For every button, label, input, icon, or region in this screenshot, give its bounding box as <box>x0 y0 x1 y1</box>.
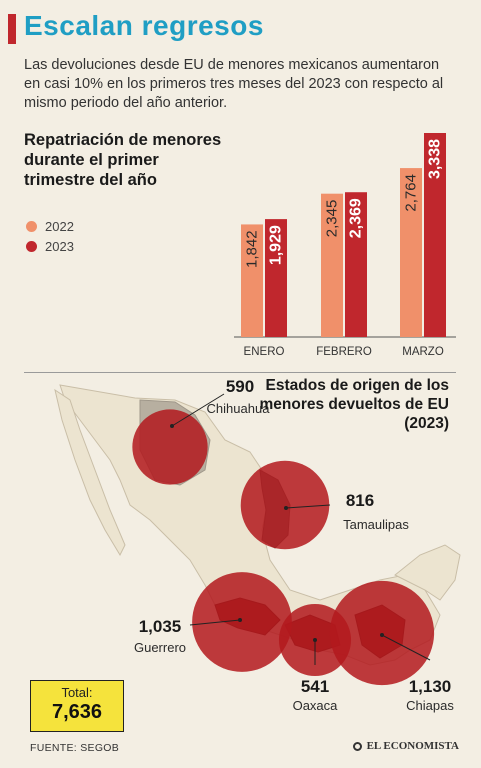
lead-paragraph: Las devoluciones desde EU de menores mex… <box>24 57 444 111</box>
value-label-chihuahua: 590 <box>226 377 254 396</box>
category-label-febrero: FEBRERO <box>316 346 372 358</box>
bar-chart: 1,842 1,929 ENERO 2,345 2,369 FEBRERO 2,764 3,3… <box>234 133 456 358</box>
total-value: 7,636 <box>51 701 103 723</box>
bar-label-2022-enero: 1,842 <box>244 230 261 268</box>
bar-2023-enero <box>265 219 287 337</box>
state-label-chihuahua: Chihuahua <box>207 401 271 416</box>
state-label-oaxaca: Oaxaca <box>293 698 339 713</box>
bar-label-2022-marzo: 2,764 <box>403 174 420 212</box>
legend-swatch-2023 <box>26 240 37 252</box>
title-accent-bar <box>8 14 16 44</box>
leader-dot-chihuahua <box>170 424 174 428</box>
bubble-layer: 590 Chihuahua 816 Tamaulipas 1,035 Guerrero 54… <box>132 377 454 713</box>
bar-label-2023-marzo: 3,338 <box>427 139 444 179</box>
brand-name: EL ECONOMISTA <box>366 740 459 752</box>
legend-item-2022: 2022 <box>26 216 74 236</box>
map-title: Estados de origen de los menores devuelt… <box>259 377 449 432</box>
leader-dot-guerrero <box>238 618 242 622</box>
legend-label-2023: 2023 <box>45 238 74 254</box>
category-label-enero: ENERO <box>244 346 285 358</box>
legend-item-2023: 2023 <box>26 236 74 256</box>
total-box: Total: 7,636 <box>30 680 124 732</box>
bar-2022-marzo <box>400 168 422 337</box>
leader-line-chihuahua <box>171 393 225 427</box>
bar-label-2022-febrero: 2,345 <box>324 200 341 238</box>
value-label-guerrero: 1,035 <box>139 617 182 636</box>
leader-dot-tamaulipas <box>284 506 288 510</box>
legend-swatch-2022 <box>26 220 37 232</box>
legend-label-2022: 2022 <box>45 218 74 234</box>
leader-line-guerrero <box>189 619 241 626</box>
total-label: Total: <box>61 685 93 700</box>
bar-label-2023-febrero: 2,369 <box>348 198 365 238</box>
leader-dot-chiapas <box>380 633 384 637</box>
state-label-chiapas: Chiapas <box>406 698 454 713</box>
brand-icon <box>352 741 362 751</box>
source-note: FUENTE: SEGOB <box>30 742 120 754</box>
bubble-tamaulipas <box>240 460 330 550</box>
bar-2023-febrero <box>345 192 367 337</box>
leader-line-chiapas <box>381 634 431 661</box>
yucatan-shape <box>394 544 461 601</box>
bar-chart-title: Repatriación de menores durante el prime… <box>24 131 222 189</box>
bar-2022-enero <box>241 224 263 337</box>
section-divider <box>24 372 456 373</box>
state-label-tamaulipas: Tamaulipas <box>343 517 409 532</box>
brand-logo: EL ECONOMISTA <box>352 740 459 752</box>
value-label-tamaulipas: 816 <box>346 491 374 510</box>
value-label-chiapas: 1,130 <box>409 677 452 696</box>
page-title: Escalan regresos <box>24 10 264 41</box>
bar-2022-febrero <box>321 193 343 337</box>
bar-chart-legend: 2022 2023 <box>26 216 74 256</box>
leader-line-tamaulipas <box>285 504 331 509</box>
bar-2023-marzo <box>424 133 446 337</box>
bubble-chihuahua <box>132 409 208 485</box>
baja-california-shape <box>54 388 126 557</box>
leader-dot-oaxaca <box>313 638 317 642</box>
state-label-guerrero: Guerrero <box>134 640 186 655</box>
category-label-marzo: MARZO <box>402 346 444 358</box>
bar-label-2023-enero: 1,929 <box>268 225 285 265</box>
bubble-guerrero <box>192 572 292 672</box>
value-label-oaxaca: 541 <box>301 677 329 696</box>
